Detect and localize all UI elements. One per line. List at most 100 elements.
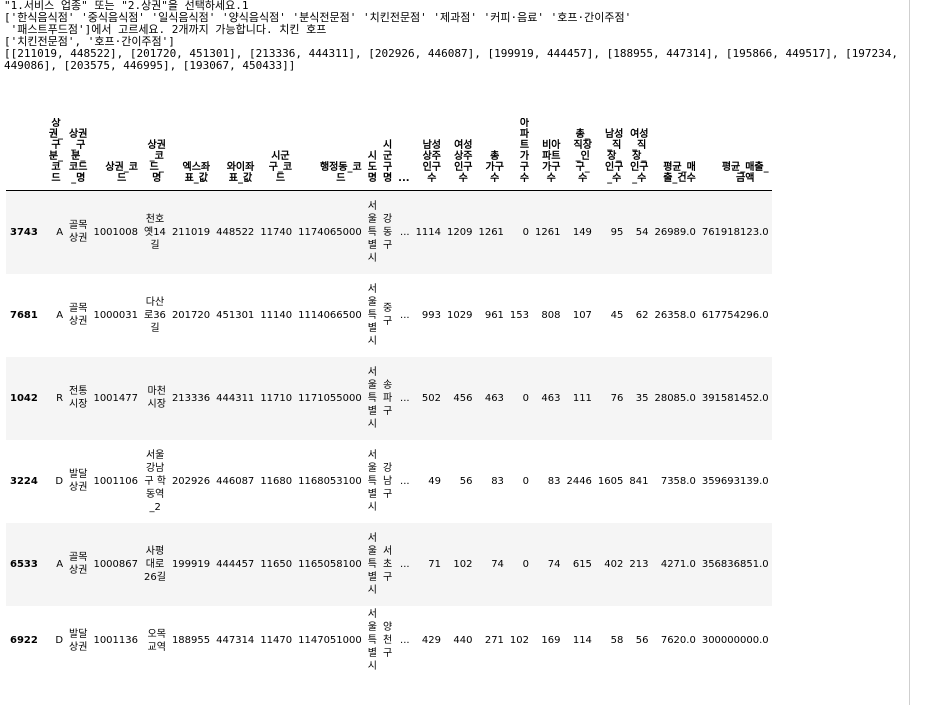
table-cell: 0 <box>522 392 530 404</box>
row-index: 6533 <box>10 558 38 570</box>
table-cell: 26358.0 <box>654 309 696 321</box>
output-line: ['치킨전문점', '호프·간이주점'] <box>4 35 175 48</box>
table-cell: 62 <box>635 309 649 321</box>
table-cell: 456 <box>453 392 473 404</box>
table-cell: 74 <box>491 558 504 570</box>
table-cell: 993 <box>421 309 442 321</box>
column-header: 총_ 직장 _인 구_ 수 <box>563 118 595 191</box>
table-cell: 213336 <box>171 392 211 404</box>
table-cell: 451301 <box>216 309 255 321</box>
table-cell: 28085.0 <box>654 392 696 404</box>
table-cell: 35 <box>635 392 649 404</box>
table-cell: 11140 <box>260 309 293 321</box>
table-cell: 1000867 <box>93 558 138 570</box>
table-row: 6533 A 골목 상권 1000867 사평 대로 26길 199919 444457 11650… <box>6 522 772 606</box>
table-cell: A <box>56 226 64 238</box>
table-cell: 1209 <box>447 226 473 238</box>
table-cell: 761918123.0 <box>701 226 769 238</box>
table-cell: ... <box>400 475 410 487</box>
table-cell: 마천 시장 <box>147 386 166 410</box>
table-cell: 444311 <box>216 392 255 404</box>
table-cell: 1001008 <box>93 226 138 238</box>
column-header: 남성 _직 장_ 인구 _수 <box>594 118 627 191</box>
table-cell: 961 <box>484 309 504 321</box>
column-header: 상권 _구 분_ 코드 _명 <box>66 118 91 191</box>
table-cell: 1168053100 <box>298 475 362 487</box>
table-cell: 153 <box>509 309 530 321</box>
table-row: 3224 D 발달 상권 1001106 서울 강남 구 학 동역 _2 202926 446087 1… <box>6 440 772 523</box>
table-cell: 199919 <box>171 558 211 570</box>
table-cell: 102 <box>509 635 530 646</box>
table-cell: 448522 <box>216 226 255 238</box>
table-cell: 1165058100 <box>298 558 362 570</box>
output-line: ['한식음식점' '중식음식점' '일식음식점' '양식음식점' '분식전문점'… <box>4 11 632 24</box>
table-cell: 83 <box>491 475 504 487</box>
row-index: 6922 <box>10 635 38 646</box>
table-cell: 201720 <box>171 309 211 321</box>
table-cell: 오목 교역 <box>147 628 166 653</box>
table-cell: 56 <box>635 635 649 646</box>
table-cell: ... <box>400 635 410 646</box>
table-cell: 1114 <box>415 226 442 238</box>
table-cell: D <box>55 475 64 487</box>
table-cell: 1001136 <box>93 635 138 646</box>
table-cell: ... <box>400 309 410 321</box>
table-cell: R <box>56 392 64 404</box>
table-row: 1042 R 전통 시장 1001477 마천 시장 213336 444311 11710 117… <box>6 356 772 440</box>
table-cell: 26989.0 <box>654 226 696 238</box>
index-header <box>6 118 46 191</box>
table-cell: 202926 <box>171 475 211 487</box>
table-cell: 11470 <box>260 635 293 646</box>
table-cell: 102 <box>453 558 473 570</box>
table-cell: 11710 <box>260 392 293 404</box>
row-index: 1042 <box>10 392 38 404</box>
table-cell: 골목 상권 <box>69 552 88 576</box>
table-cell: 서울 강남 구 학 동역 _2 <box>144 449 166 513</box>
table-cell: 429 <box>421 635 442 646</box>
table-cell: ... <box>400 392 410 404</box>
table-cell: 1147051000 <box>298 635 362 646</box>
table-cell: 444457 <box>216 558 255 570</box>
table-cell: 1261 <box>535 226 561 238</box>
output-line: "1.서비스 업종" 또는 "2.상권"을 선택하세요.1 <box>4 0 249 12</box>
table-cell: ... <box>400 558 410 570</box>
table-cell: 359693139.0 <box>701 475 769 487</box>
column-header: ... <box>395 118 413 191</box>
cell-output-text: "1.서비스 업종" 또는 "2.상권"을 선택하세요.1 ['한식음식점' '중… <box>4 0 904 72</box>
table-cell: 11740 <box>260 226 293 238</box>
table-cell: A <box>56 309 64 321</box>
table-cell: 402 <box>604 558 624 570</box>
table-cell: 7358.0 <box>660 475 696 487</box>
table-cell: 463 <box>484 392 504 404</box>
table-cell: 808 <box>541 309 561 321</box>
table-cell: 300000000.0 <box>701 635 769 646</box>
table-cell: 114 <box>572 635 592 646</box>
table-cell: 1001477 <box>93 392 138 404</box>
column-header: 와이좌 표_값 <box>213 118 258 191</box>
table-cell: 211019 <box>171 226 211 238</box>
column-header: 시군 구_코 드 <box>257 118 296 191</box>
dataframe-table: 상 권_ 구 분_ 코 드 상권 _구 분_ 코드 _명 상권_코 드 상권 _코 드_ 명 엑스좌 표_값 와이좌 표… <box>6 118 772 676</box>
table-cell: 11680 <box>260 475 293 487</box>
table-header-row: 상 권_ 구 분_ 코 드 상권 _구 분_ 코드 _명 상권_코 드 상권 _코 드_ 명 엑스좌 표_값 와이좌 표… <box>6 118 772 191</box>
table-cell: 1114066500 <box>298 309 362 321</box>
table-cell: 2446 <box>566 475 592 487</box>
table-cell: 615 <box>572 558 592 570</box>
table-cell: 107 <box>572 309 592 321</box>
table-row: 6922 D 발달 상권 1001136 오목 교역 188955 447314 11470 114… <box>6 606 772 676</box>
table-cell: 1261 <box>478 226 504 238</box>
output-line: [[211019, 448522], [201720, 451301], [21… <box>4 47 905 72</box>
column-header: 총 가구 수 <box>475 118 507 191</box>
column-header: 평균_매출_ 금액 <box>698 118 772 191</box>
table-cell: 0 <box>522 226 530 238</box>
table-cell: 188955 <box>171 635 211 646</box>
